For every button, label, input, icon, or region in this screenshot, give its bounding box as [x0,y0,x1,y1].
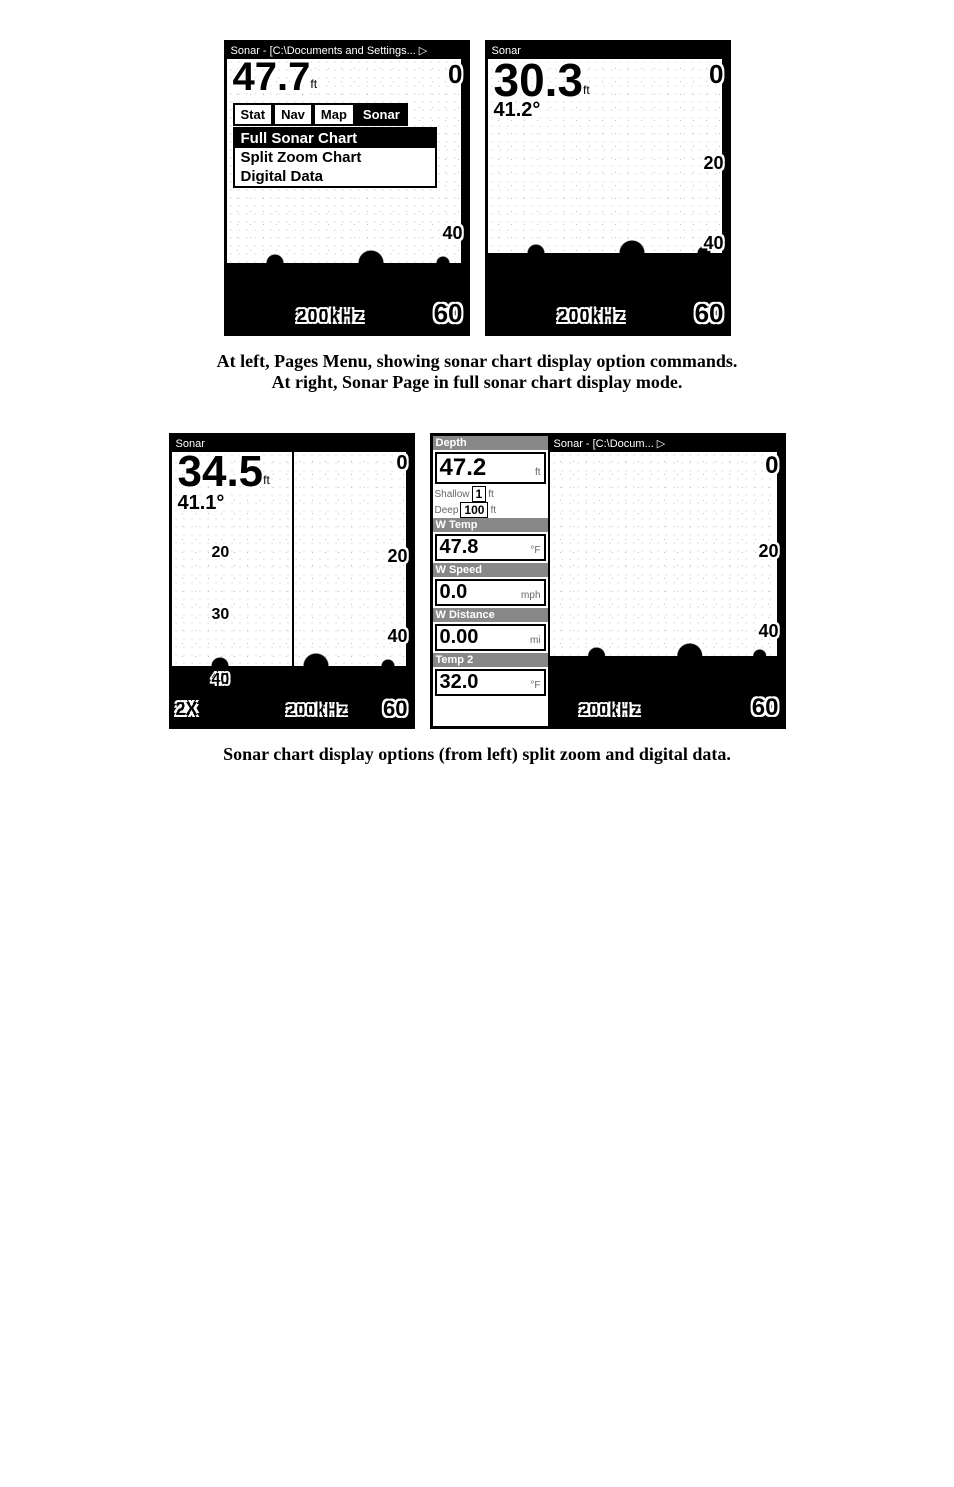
depth-reading: 30.3ft [494,57,590,103]
tab-sonar[interactable]: Sonar [355,103,408,126]
left-tick-40: 40 [212,671,230,689]
scale-40: 40 [442,223,462,244]
mini-titlebar: Sonar - [C:\Docum... ▷ [550,436,783,452]
left-tick-30: 30 [212,606,230,624]
mini-titlebar-text: Sonar - [C:\Docum... ▷ [554,438,666,450]
depth-value-box: 47.2 ft [435,452,546,484]
caption-line-2: At right, Sonar Page in full sonar chart… [272,372,683,392]
figure-1-caption: At left, Pages Menu, showing sonar chart… [30,351,924,393]
wtemp-box: 47.8 °F [435,534,546,561]
depth-unit: ft [263,473,270,487]
screen-split-zoom: Sonar 34.5ft 41.1° 20 30 40 0 20 40 2X 2… [169,433,415,729]
wspeed-section-title: W Speed [433,563,548,577]
figure-2-row: Sonar 34.5ft 41.1° 20 30 40 0 20 40 2X 2… [30,433,924,729]
menu-digital-data[interactable]: Digital Data [235,167,435,186]
shallow-value[interactable]: 1 [472,486,487,502]
temp-overlay: 41.1° [178,492,225,515]
menu-split-zoom-chart[interactable]: Split Zoom Chart [235,148,435,167]
wdist-section-title: W Distance [433,608,548,622]
depth-unit: ft [310,77,317,91]
panel-depth: 47.2 [440,454,487,482]
screen-digital-data: Depth 47.2 ft Shallow 1 ft Deep 100 ft W… [430,433,786,729]
split-divider [292,451,294,726]
data-panel: Depth 47.2 ft Shallow 1 ft Deep 100 ft W… [433,436,550,726]
scale-40: 40 [703,233,723,254]
pages-menu: Full Sonar Chart Split Zoom Chart Digita… [233,127,437,188]
temp-overlay: 41.2° [494,99,541,122]
depth-value: 47.7 [233,55,311,99]
mini-frequency-label: 200kHz [580,702,641,720]
screen-full-sonar: Sonar 30.3ft 41.2° 0 20 40 60 200kHz [485,40,731,336]
figure-2-caption: Sonar chart display options (from left) … [30,744,924,765]
mini-scale-0: 0 [765,452,778,480]
tab-stat[interactable]: Stat [233,103,274,126]
temp2-box: 32.0 °F [435,669,546,696]
shallow-row: Shallow 1 ft [433,486,548,502]
wspeed-unit: mph [521,590,540,601]
mini-scale-20: 20 [758,541,778,562]
wdist-unit: mi [530,635,541,646]
scale-zero: 0 [448,59,462,90]
depth-section-title: Depth [433,436,548,450]
depth-value: 34.5 [178,447,264,496]
right-tick-0: 0 [396,452,407,475]
scale-60: 60 [434,298,463,329]
caption-line-1: At left, Pages Menu, showing sonar chart… [217,351,738,371]
temp2-section-title: Temp 2 [433,653,548,667]
scale-zero: 0 [709,59,723,90]
right-tick-40: 40 [387,626,407,647]
wspeed-box: 0.0 mph [435,579,546,606]
mini-scale-40: 40 [758,621,778,642]
frequency-label: 200kHz [287,702,348,720]
wtemp-value: 47.8 [440,536,479,559]
tab-map[interactable]: Map [313,103,355,126]
scale-20: 20 [703,153,723,174]
zoom-label: 2X [176,699,198,720]
scale-60: 60 [383,696,407,722]
right-tick-20: 20 [387,546,407,567]
scale-60: 60 [695,298,724,329]
screen-pages-menu: Sonar - [C:\Documents and Settings... ▷ … [224,40,470,336]
panel-depth-unit: ft [535,467,541,478]
temp2-value: 32.0 [440,671,479,694]
depth-reading: 34.5ft [178,450,270,494]
deep-unit: ft [490,505,496,516]
wspeed-value: 0.0 [440,581,468,604]
wdist-value: 0.00 [440,626,479,649]
wdist-box: 0.00 mi [435,624,546,651]
mini-scale-60: 60 [752,694,779,722]
left-tick-20: 20 [212,544,230,562]
depth-reading: 47.7ft [233,57,318,97]
deep-value[interactable]: 100 [460,502,488,518]
deep-row: Deep 100 ft [433,502,548,518]
wtemp-section-title: W Temp [433,518,548,532]
temp2-unit: °F [530,680,540,691]
deep-label: Deep [435,505,459,516]
tab-nav[interactable]: Nav [273,103,313,126]
mini-sonar-chart: Sonar - [C:\Docum... ▷ 0 20 40 60 200kHz [550,436,783,726]
frequency-label: 200kHz [297,306,365,327]
frequency-label: 200kHz [558,306,626,327]
wtemp-unit: °F [530,545,540,556]
tab-row: Stat Nav Map Sonar [233,103,408,126]
shallow-unit: ft [488,489,494,500]
depth-unit: ft [583,83,590,97]
menu-full-sonar-chart[interactable]: Full Sonar Chart [235,129,435,148]
shallow-label: Shallow [435,489,470,500]
figure-1-row: Sonar - [C:\Documents and Settings... ▷ … [30,40,924,336]
